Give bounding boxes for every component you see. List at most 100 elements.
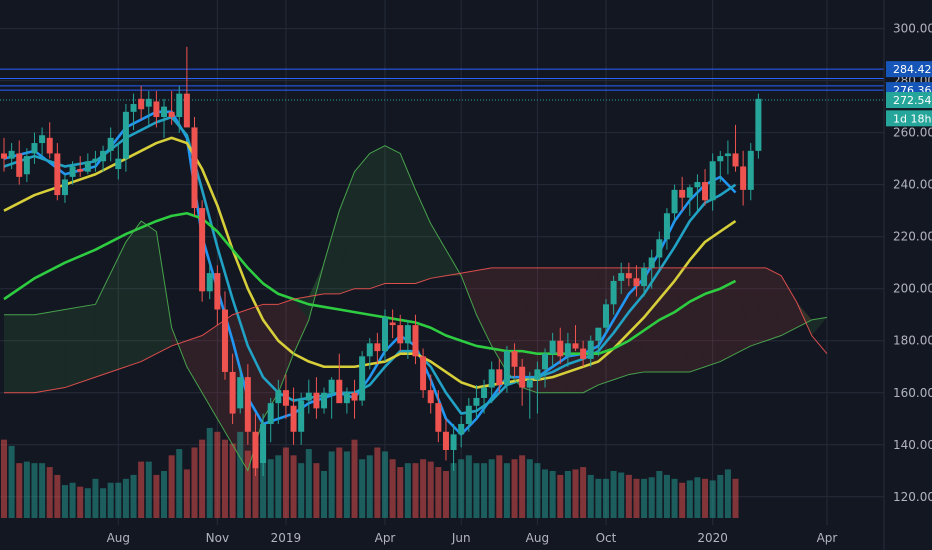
candle-body: [290, 405, 297, 432]
x-tick-label: Apr: [375, 531, 396, 545]
candle: [176, 85, 183, 133]
x-tick-label: Jun: [451, 531, 471, 545]
candle: [412, 314, 419, 365]
candle-body: [244, 377, 251, 432]
candle-body: [511, 351, 518, 367]
x-tick-label: Oct: [596, 531, 617, 545]
volume-bar: [275, 455, 282, 518]
volume-bar: [16, 463, 23, 518]
volume-bar: [633, 478, 640, 518]
price-axis: 120.00 140.00 160.00 180.00 200.00 220.00 240.…: [893, 22, 932, 504]
candle: [717, 150, 724, 183]
candle-body: [580, 348, 587, 359]
y-tick-label: 220.00: [893, 230, 932, 244]
candle-body: [679, 189, 686, 198]
volume-bar: [702, 478, 709, 518]
candle-body: [488, 369, 495, 388]
y-tick-label: 180.00: [893, 334, 932, 348]
candle-body: [282, 390, 289, 406]
cloud-segment: [598, 267, 629, 380]
volume-bar: [214, 431, 221, 518]
price-tag-box: [886, 61, 932, 78]
candle: [214, 265, 221, 326]
candle: [747, 143, 754, 201]
candle-body: [633, 278, 640, 287]
candle-body: [648, 257, 655, 268]
volume-bar: [31, 463, 38, 518]
volume-bar: [694, 477, 701, 518]
candle: [359, 351, 366, 406]
candle-body: [145, 98, 152, 107]
cloud-segment: [385, 153, 416, 284]
candle-body: [305, 392, 312, 401]
candle-body: [122, 111, 129, 159]
cloud-segment: [674, 267, 706, 372]
candle-body: [16, 153, 23, 177]
cloud-segment: [34, 309, 65, 393]
volume-bar: [343, 451, 350, 518]
candle-body: [702, 182, 709, 201]
candle: [138, 85, 145, 120]
volume-bar: [92, 478, 99, 518]
candle-body: [549, 340, 556, 354]
candle-body: [671, 189, 678, 214]
candle-body: [686, 187, 693, 198]
volume-bar: [724, 469, 731, 518]
volume-bar: [587, 474, 594, 518]
volume-bar: [199, 439, 206, 518]
candle-body: [366, 343, 373, 357]
candle: [572, 325, 579, 352]
volume-bar: [542, 469, 549, 518]
candle-body: [397, 325, 404, 344]
volume-bar: [138, 461, 145, 518]
volume-bar: [1, 439, 7, 518]
volume-bar: [564, 471, 571, 518]
candle: [442, 418, 449, 461]
candle: [397, 314, 404, 352]
volume-bar: [237, 431, 244, 518]
candle: [641, 262, 648, 297]
volume-bar: [709, 480, 716, 518]
candle-body: [69, 166, 76, 177]
candle: [252, 413, 259, 476]
volume-bar: [580, 467, 587, 518]
candle: [161, 98, 168, 138]
volume-bar: [458, 459, 465, 518]
candle-body: [168, 111, 175, 118]
candle: [534, 361, 541, 414]
cloud-segment: [659, 267, 690, 372]
volume-bar: [519, 455, 526, 518]
candle-body: [587, 340, 594, 359]
x-tick-label: Aug: [107, 531, 130, 545]
volume-bar: [572, 469, 579, 518]
candle: [679, 176, 686, 211]
candle: [206, 260, 213, 300]
candle: [290, 387, 297, 445]
candle-body: [450, 434, 457, 450]
volume-bar: [298, 463, 305, 518]
volume-bar: [656, 471, 663, 518]
candle-body: [359, 356, 366, 401]
candle: [610, 275, 617, 315]
candle: [153, 91, 160, 128]
candle-body: [176, 93, 183, 118]
candle-body: [351, 392, 358, 401]
x-tick-label: 2020: [697, 531, 728, 545]
volume-bar: [679, 482, 686, 518]
price-tag-label: 284.42: [893, 63, 932, 76]
volume-bar: [442, 471, 449, 518]
y-tick-label: 140.00: [893, 438, 932, 452]
cloud-segment: [278, 299, 309, 354]
candle-body: [694, 182, 701, 188]
candle: [260, 413, 267, 476]
candle-body: [404, 325, 411, 344]
candle: [648, 249, 655, 289]
candle-body: [183, 93, 190, 128]
time-axis: Aug Nov 2019 Apr Jun Aug Oct 2020 Apr: [107, 531, 838, 545]
volume-bar: [191, 447, 198, 518]
y-tick-label: 120.00: [893, 490, 932, 504]
candle-body: [641, 267, 648, 287]
candle: [602, 299, 609, 333]
y-tick-label: 300.00: [893, 22, 932, 36]
